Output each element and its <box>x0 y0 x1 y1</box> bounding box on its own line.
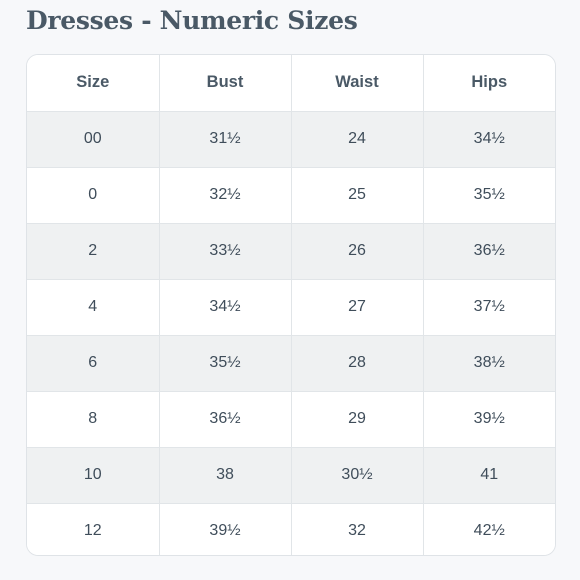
cell-waist: 29 <box>291 391 424 448</box>
cell-bust: 33½ <box>159 223 292 280</box>
cell-hips: 37½ <box>423 279 555 336</box>
header-hips: Hips <box>423 55 555 112</box>
cell-waist: 25 <box>291 167 424 224</box>
cell-hips: 38½ <box>423 335 555 392</box>
cell-size: 00 <box>27 111 160 168</box>
cell-size: 4 <box>27 279 160 336</box>
cell-size: 8 <box>27 391 160 448</box>
header-bust: Bust <box>159 55 292 112</box>
table-row: 6 35½ 28 38½ <box>27 335 555 392</box>
table-header: Size Bust Waist Hips <box>27 55 555 112</box>
cell-size: 10 <box>27 447 160 504</box>
cell-hips: 42½ <box>423 503 555 555</box>
cell-waist: 24 <box>291 111 424 168</box>
cell-hips: 41 <box>423 447 555 504</box>
table-row: 00 31½ 24 34½ <box>27 111 555 168</box>
cell-size: 6 <box>27 335 160 392</box>
cell-bust: 38 <box>159 447 292 504</box>
table-body: 00 31½ 24 34½ 0 32½ 25 35½ 2 33½ 26 36½ … <box>27 111 555 555</box>
cell-waist: 32 <box>291 503 424 555</box>
cell-size: 2 <box>27 223 160 280</box>
cell-size: 0 <box>27 167 160 224</box>
cell-bust: 31½ <box>159 111 292 168</box>
cell-bust: 35½ <box>159 335 292 392</box>
cell-waist: 26 <box>291 223 424 280</box>
cell-bust: 34½ <box>159 279 292 336</box>
cell-bust: 39½ <box>159 503 292 555</box>
header-waist: Waist <box>291 55 424 112</box>
table-row: 0 32½ 25 35½ <box>27 167 555 224</box>
cell-waist: 30½ <box>291 447 424 504</box>
cell-size: 12 <box>27 503 160 555</box>
cell-hips: 39½ <box>423 391 555 448</box>
size-chart-table-card: Size Bust Waist Hips 00 31½ 24 34½ 0 32½… <box>26 54 556 556</box>
table-row: 12 39½ 32 42½ <box>27 503 555 555</box>
cell-bust: 36½ <box>159 391 292 448</box>
cell-waist: 27 <box>291 279 424 336</box>
table-row: 4 34½ 27 37½ <box>27 279 555 336</box>
header-row: Size Bust Waist Hips <box>27 55 555 112</box>
cell-waist: 28 <box>291 335 424 392</box>
table-row: 10 38 30½ 41 <box>27 447 555 504</box>
cell-hips: 36½ <box>423 223 555 280</box>
cell-hips: 35½ <box>423 167 555 224</box>
table-row: 8 36½ 29 39½ <box>27 391 555 448</box>
header-size: Size <box>27 55 160 112</box>
cell-hips: 34½ <box>423 111 555 168</box>
table-row: 2 33½ 26 36½ <box>27 223 555 280</box>
page-title: Dresses - Numeric Sizes <box>26 6 358 35</box>
size-chart-table: Size Bust Waist Hips 00 31½ 24 34½ 0 32½… <box>27 55 555 555</box>
cell-bust: 32½ <box>159 167 292 224</box>
